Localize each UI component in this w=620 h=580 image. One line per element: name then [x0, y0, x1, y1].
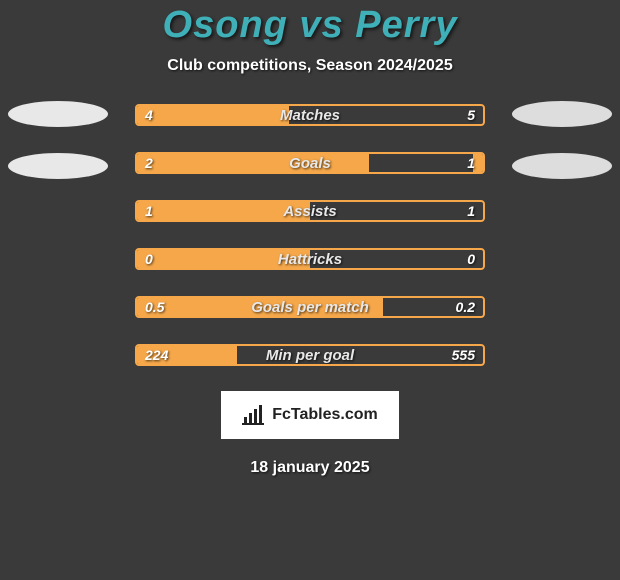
player-right-ellipse — [512, 153, 612, 179]
player-left-ellipse — [8, 153, 108, 179]
stat-bar: 45Matches — [135, 104, 485, 126]
bar-fill-left — [137, 250, 310, 268]
page-title: Osong vs Perry — [163, 4, 458, 47]
stat-value-right: 0 — [459, 250, 483, 268]
logo-text: FcTables.com — [272, 406, 378, 424]
bar-fill-right — [473, 154, 483, 172]
date-label: 18 january 2025 — [250, 459, 369, 477]
bar-fill-left — [137, 298, 383, 316]
bar-fill-left — [137, 154, 369, 172]
stat-bar: 00Hattricks — [135, 248, 485, 270]
stat-row: 224555Min per goal — [0, 343, 620, 367]
stat-row: 00Hattricks — [0, 247, 620, 271]
stat-value-right: 1 — [459, 202, 483, 220]
player-right-ellipse — [512, 101, 612, 127]
source-logo: FcTables.com — [221, 391, 399, 439]
bar-fill-left — [137, 346, 237, 364]
stat-bar: 21Goals — [135, 152, 485, 174]
stat-bar: 224555Min per goal — [135, 344, 485, 366]
bar-fill-left — [137, 202, 310, 220]
stat-value-right: 0.2 — [448, 298, 483, 316]
subtitle: Club competitions, Season 2024/2025 — [167, 57, 452, 75]
stat-value-right: 5 — [459, 106, 483, 124]
comparison-infographic: Osong vs Perry Club competitions, Season… — [0, 0, 620, 580]
stat-row: 11Assists — [0, 199, 620, 223]
stat-bar: 11Assists — [135, 200, 485, 222]
stat-row: 45Matches — [0, 103, 620, 127]
stat-bar: 0.50.2Goals per match — [135, 296, 485, 318]
bar-fill-left — [137, 106, 289, 124]
stat-rows: 45Matches 21Goals 11Assists 00Hattricks 0.50… — [0, 103, 620, 367]
bar-chart-icon — [242, 405, 266, 425]
stat-row: 0.50.2Goals per match — [0, 295, 620, 319]
stat-value-right: 555 — [444, 346, 483, 364]
player-left-ellipse — [8, 101, 108, 127]
stat-row: 21Goals — [0, 151, 620, 175]
